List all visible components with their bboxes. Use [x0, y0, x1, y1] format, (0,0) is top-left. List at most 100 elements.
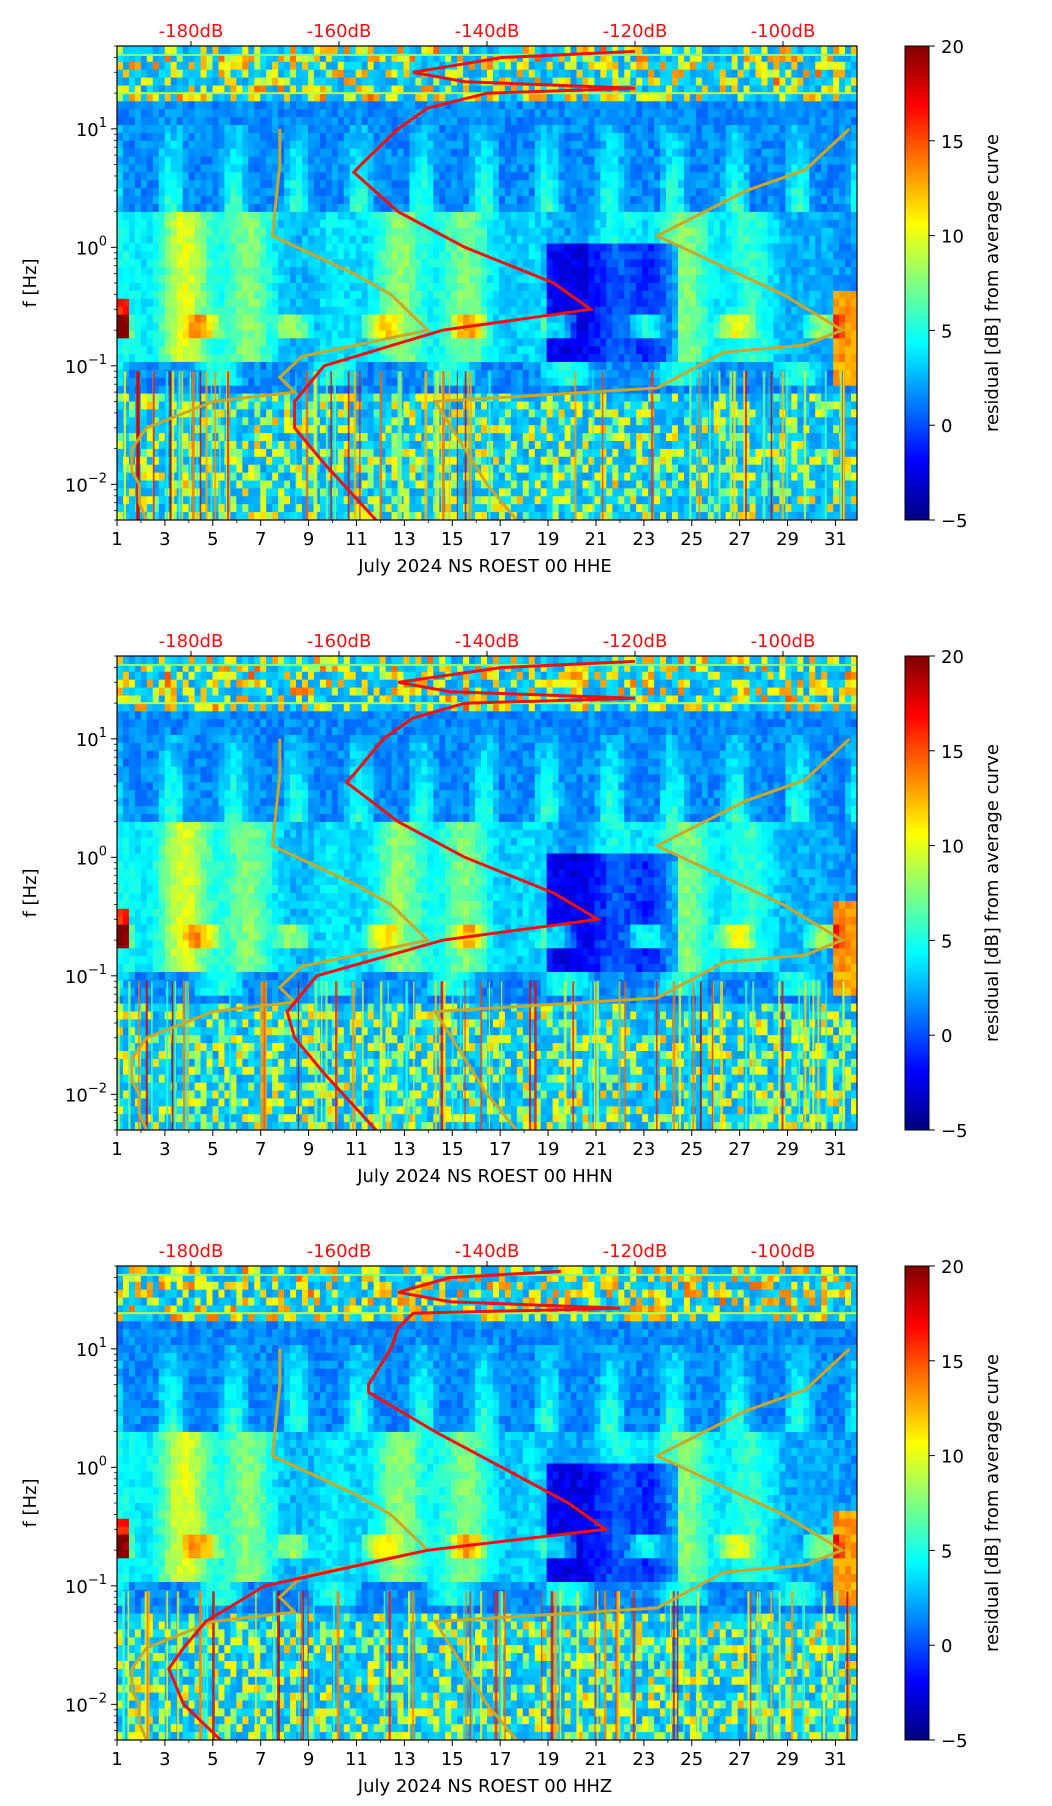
colorbar	[904, 655, 930, 1131]
x-tick-label: 7	[255, 529, 266, 550]
x-tick-label: 23	[632, 1139, 655, 1160]
colorbar	[904, 45, 930, 521]
x-tick-label: 9	[303, 1749, 314, 1770]
x-tick-label: 7	[255, 1139, 266, 1160]
y-tick-label: 101	[76, 1336, 107, 1361]
psd-average-curve	[293, 49, 636, 520]
x-tick-label: 31	[824, 1139, 847, 1160]
x-tick-label: 23	[632, 1749, 655, 1770]
colorbar-tick-label: 0	[941, 416, 952, 437]
colorbar-tick-label: 20	[941, 1257, 964, 1278]
top-db-tick-label: -100dB	[751, 631, 816, 652]
x-tick-label: 3	[159, 529, 170, 550]
high-noise-model-curve	[432, 737, 851, 1130]
x-tick-label: 11	[345, 1749, 368, 1770]
top-db-tick-label: -120dB	[603, 631, 668, 652]
spectrogram-heatmap	[117, 46, 857, 520]
y-axis-label: f [Hz]	[20, 1478, 41, 1527]
colorbar-tick-label: 15	[941, 1352, 964, 1373]
x-tick-label: 25	[680, 1749, 703, 1770]
y-axis-label: f [Hz]	[20, 868, 41, 917]
top-db-tick-label: -100dB	[751, 21, 816, 42]
low-noise-model-curve	[130, 1348, 431, 1740]
x-tick-label: 9	[303, 1139, 314, 1160]
x-tick-label: 11	[345, 529, 368, 550]
colorbar-tick-label: 5	[941, 931, 952, 952]
y-axis-label: f [Hz]	[20, 258, 41, 307]
psd-average-curve	[167, 1269, 621, 1740]
x-tick-label: 25	[680, 1139, 703, 1160]
x-tick-label: 17	[489, 529, 512, 550]
x-tick-label: 7	[255, 1749, 266, 1770]
colorbar-tick-label: 10	[941, 227, 964, 248]
x-axis-label: July 2024 NS ROEST 00 HHZ	[357, 1776, 612, 1797]
x-tick-label: 1	[111, 1749, 122, 1770]
x-tick-label: 27	[728, 529, 751, 550]
psd-average-curve	[285, 659, 636, 1130]
spectrogram-heatmap	[117, 656, 857, 1130]
colorbar-tick-label: 20	[941, 647, 964, 668]
y-tick-label: 101	[76, 116, 107, 141]
x-tick-label: 9	[303, 529, 314, 550]
y-tick-label: 10−1	[65, 963, 107, 988]
low-noise-model-curve	[130, 738, 431, 1130]
spectrogram-heatmap	[117, 1266, 857, 1740]
y-tick-label: 10−2	[65, 471, 107, 496]
y-tick-label: 100	[76, 844, 107, 869]
top-db-tick-label: -180dB	[159, 631, 224, 652]
top-db-tick-label: -100dB	[751, 1241, 816, 1262]
x-tick-label: 11	[345, 1139, 368, 1160]
x-tick-label: 31	[824, 1749, 847, 1770]
x-tick-label: 27	[728, 1749, 751, 1770]
x-tick-label: 19	[537, 1749, 560, 1770]
y-tick-label: 101	[76, 726, 107, 751]
x-axis-label: July 2024 NS ROEST 00 HHN	[356, 1166, 613, 1187]
top-db-tick-label: -160dB	[307, 21, 372, 42]
top-db-tick-label: -120dB	[603, 21, 668, 42]
x-tick-label: 3	[159, 1749, 170, 1770]
high-noise-model-curve	[432, 1347, 851, 1740]
colorbar-tick-label: 10	[941, 837, 964, 858]
colorbar-tick-label: 10	[941, 1447, 964, 1468]
x-tick-label: 29	[776, 1139, 799, 1160]
x-tick-label: 15	[441, 529, 464, 550]
x-tick-label: 5	[207, 1139, 218, 1160]
colorbar-tick-label: 20	[941, 37, 964, 58]
y-tick-label: 100	[76, 1454, 107, 1479]
colorbar-tick-label: 0	[941, 1636, 952, 1657]
x-tick-label: 17	[489, 1749, 512, 1770]
colorbar-tick-label: 15	[941, 132, 964, 153]
top-db-tick-label: -160dB	[307, 1241, 372, 1262]
colorbar-tick-label: −5	[941, 511, 968, 532]
x-tick-label: 5	[207, 529, 218, 550]
x-tick-label: 3	[159, 1139, 170, 1160]
x-axis-label: July 2024 NS ROEST 00 HHE	[357, 556, 612, 577]
colorbar-tick-label: 15	[941, 742, 964, 763]
x-tick-label: 1	[111, 1139, 122, 1160]
colorbar-tick-label: −5	[941, 1121, 968, 1142]
colorbar-label: residual [dB] from average curve	[982, 134, 1003, 432]
x-tick-label: 13	[393, 1749, 416, 1770]
colorbar-label: residual [dB] from average curve	[982, 1354, 1003, 1652]
high-noise-model-curve	[432, 127, 851, 520]
x-tick-label: 31	[824, 529, 847, 550]
x-tick-label: 25	[680, 529, 703, 550]
colorbar	[904, 1265, 930, 1741]
x-tick-label: 13	[393, 529, 416, 550]
colorbar-tick-label: 5	[941, 321, 952, 342]
top-db-tick-label: -140dB	[455, 631, 520, 652]
top-db-tick-label: -180dB	[159, 21, 224, 42]
x-tick-label: 1	[111, 529, 122, 550]
x-tick-label: 21	[585, 1139, 608, 1160]
x-tick-label: 29	[776, 529, 799, 550]
y-tick-label: 10−1	[65, 1573, 107, 1598]
x-tick-label: 21	[585, 529, 608, 550]
top-db-tick-label: -140dB	[455, 1241, 520, 1262]
x-tick-label: 19	[537, 529, 560, 550]
colorbar-tick-label: −5	[941, 1731, 968, 1752]
x-tick-label: 23	[632, 529, 655, 550]
x-tick-label: 17	[489, 1139, 512, 1160]
